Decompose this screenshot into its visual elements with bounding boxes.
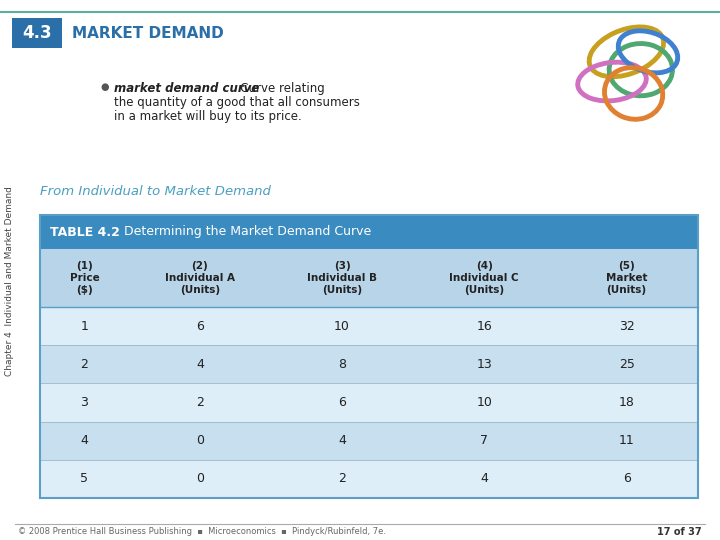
Text: 32: 32 — [618, 320, 634, 333]
Text: (1)
Price
($): (1) Price ($) — [70, 261, 99, 295]
Text: TABLE 4.2: TABLE 4.2 — [50, 226, 120, 239]
Text: 25: 25 — [618, 358, 634, 371]
Text: 16: 16 — [476, 320, 492, 333]
Text: 10: 10 — [476, 396, 492, 409]
Text: (4)
Individual C
(Units): (4) Individual C (Units) — [449, 261, 519, 295]
Text: 10: 10 — [334, 320, 350, 333]
Text: © 2008 Prentice Hall Business Publishing  ▪  Microeconomics  ▪  Pindyck/Rubinfel: © 2008 Prentice Hall Business Publishing… — [18, 528, 386, 537]
Text: ●: ● — [100, 82, 109, 92]
Text: 0: 0 — [196, 472, 204, 485]
Text: 1: 1 — [81, 320, 89, 333]
Text: Chapter 4  Individual and Market Demand: Chapter 4 Individual and Market Demand — [6, 186, 14, 376]
Text: 6: 6 — [196, 320, 204, 333]
Text: From Individual to Market Demand: From Individual to Market Demand — [40, 185, 271, 198]
Text: (3)
Individual B
(Units): (3) Individual B (Units) — [307, 261, 377, 295]
Text: 6: 6 — [623, 472, 631, 485]
Text: in a market will buy to its price.: in a market will buy to its price. — [114, 110, 302, 123]
Text: 7: 7 — [480, 434, 488, 447]
Text: 17 of 37: 17 of 37 — [657, 527, 702, 537]
Text: the quantity of a good that all consumers: the quantity of a good that all consumer… — [114, 96, 360, 109]
Text: 13: 13 — [476, 358, 492, 371]
Text: 4.3: 4.3 — [22, 24, 52, 42]
Text: 4: 4 — [338, 434, 346, 447]
Text: Curve relating: Curve relating — [229, 82, 325, 95]
Text: Determining the Market Demand Curve: Determining the Market Demand Curve — [112, 226, 372, 239]
Text: 11: 11 — [618, 434, 634, 447]
Text: (5)
Market
(Units): (5) Market (Units) — [606, 261, 647, 295]
Text: 6: 6 — [338, 396, 346, 409]
Text: 4: 4 — [196, 358, 204, 371]
Text: 2: 2 — [81, 358, 89, 371]
Text: 0: 0 — [196, 434, 204, 447]
Text: 2: 2 — [196, 396, 204, 409]
Text: (2)
Individual A
(Units): (2) Individual A (Units) — [165, 261, 235, 295]
Text: market demand curve: market demand curve — [114, 82, 259, 95]
Text: 18: 18 — [618, 396, 634, 409]
Text: 5: 5 — [81, 472, 89, 485]
Text: 4: 4 — [480, 472, 488, 485]
Text: 3: 3 — [81, 396, 89, 409]
Text: 8: 8 — [338, 358, 346, 371]
Text: MARKET DEMAND: MARKET DEMAND — [72, 25, 224, 40]
Text: 2: 2 — [338, 472, 346, 485]
Text: 4: 4 — [81, 434, 89, 447]
